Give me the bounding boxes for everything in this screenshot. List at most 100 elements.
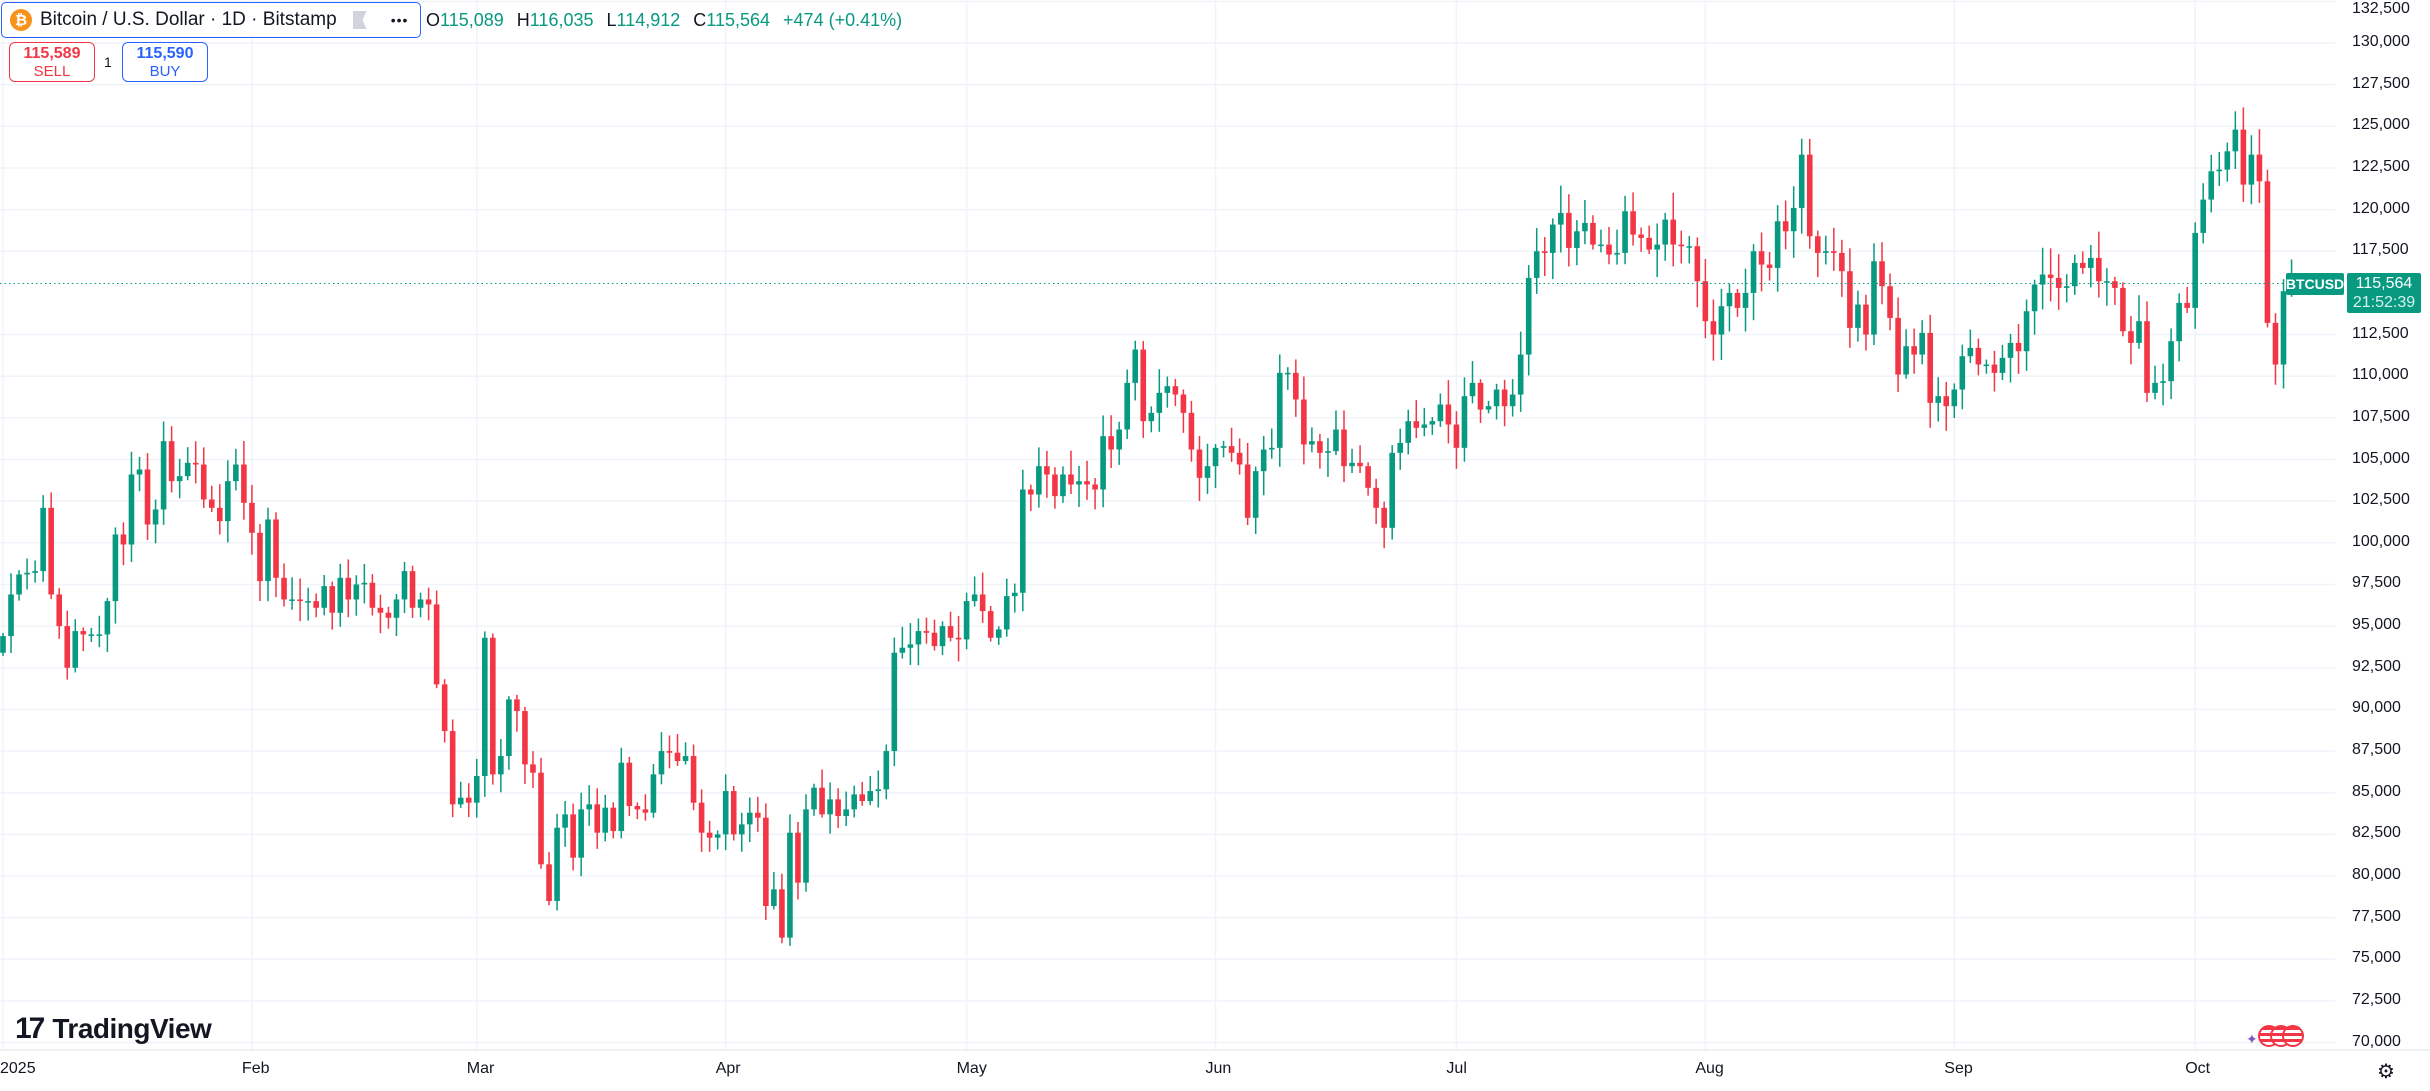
candle-body	[1887, 286, 1893, 318]
candle-body	[1437, 404, 1444, 422]
candle-body	[1999, 357, 2006, 373]
candle-body	[1381, 507, 1387, 528]
candle-body	[1558, 212, 1564, 225]
candle-body	[1750, 251, 1757, 293]
candle-body	[578, 809, 584, 858]
candle-body	[522, 711, 528, 765]
flag-icon[interactable]	[352, 11, 367, 29]
candle-body	[1790, 207, 1797, 232]
candle-body	[602, 807, 609, 833]
candle-body	[120, 534, 127, 545]
candle-body	[1541, 251, 1548, 253]
candle-body	[1895, 317, 1901, 375]
candle-body	[297, 599, 303, 602]
candle-body	[2136, 321, 2142, 343]
candle-body	[1389, 452, 1395, 528]
candle-body	[939, 626, 946, 647]
candle-body	[1341, 429, 1347, 467]
candle-body	[192, 462, 199, 465]
candle-body	[176, 476, 183, 482]
candle-body	[738, 824, 745, 835]
candle-body	[1774, 221, 1781, 268]
candle-body	[1879, 261, 1885, 287]
candle-body	[401, 571, 408, 600]
candle-body	[706, 832, 713, 838]
candle-body	[2240, 129, 2247, 185]
candle-body	[2023, 311, 2030, 352]
candle-body	[931, 632, 938, 647]
candle-body	[2047, 274, 2054, 278]
candle-body	[755, 812, 761, 818]
candle-body	[1293, 372, 1299, 400]
more-options-icon[interactable]: •••	[390, 12, 409, 28]
candle-body	[1268, 447, 1275, 450]
tradingview-logo[interactable]: 17 TradingView	[15, 1012, 212, 1046]
buy-button[interactable]: 115,590 BUY	[122, 42, 208, 82]
candle-body	[1927, 332, 1933, 403]
candle-body	[377, 607, 384, 613]
quantity[interactable]: 1	[104, 54, 112, 70]
symbol-legend[interactable]: ₿ Bitcoin / U.S. Dollar · 1D · Bitstamp …	[1, 2, 421, 38]
candle-body	[2039, 274, 2046, 285]
candle-body	[883, 751, 890, 790]
time-axis-label: Oct	[2185, 1060, 2211, 1077]
candle-body	[795, 832, 801, 883]
price-axis-label: 117,500	[2352, 241, 2409, 259]
price-axis-label: 130,000	[2352, 33, 2410, 50]
settings-gear-icon[interactable]: ⚙	[2377, 1061, 2395, 1083]
candle-body	[1726, 292, 1733, 307]
candle-body	[1003, 596, 1010, 630]
price-axis-label: 87,500	[2352, 741, 2401, 759]
candle-body	[891, 652, 898, 752]
candle-body	[843, 809, 849, 817]
price-axis-label: 82,500	[2352, 824, 2401, 842]
candle-body	[1196, 449, 1203, 478]
candle-body	[490, 637, 496, 775]
candle-body	[1244, 464, 1251, 518]
open-label: O	[426, 10, 441, 30]
price-axis-label: 122,500	[2352, 157, 2410, 175]
candle-body	[1710, 321, 1717, 335]
time-axis-label: Feb	[241, 1060, 270, 1077]
price-axis-label: 110,000	[2352, 366, 2409, 384]
price-axis-label: 95,000	[2352, 616, 2401, 634]
close-value: 115,564	[706, 10, 771, 30]
candle-body	[947, 626, 954, 638]
candle-body	[329, 586, 336, 613]
candle-body	[1164, 386, 1171, 393]
candle-body	[2104, 281, 2110, 283]
sell-button[interactable]: 115,589 SELL	[9, 42, 95, 82]
candle-body	[473, 776, 480, 803]
candle-body	[1855, 304, 1861, 328]
candle-body	[1734, 292, 1741, 308]
candle-body	[1871, 261, 1877, 335]
candle-body	[249, 502, 255, 533]
candle-body	[1188, 412, 1195, 450]
price-axis-label: 112,500	[2352, 324, 2409, 342]
candle-body	[586, 804, 592, 810]
candle-body	[208, 499, 215, 508]
candle-body	[546, 864, 552, 901]
candle-body	[393, 599, 400, 618]
candle-body	[2007, 342, 2014, 358]
candle-body	[1622, 211, 1628, 253]
candle-body	[1180, 394, 1187, 413]
candle-body	[1036, 466, 1042, 495]
candle-body	[2128, 331, 2134, 343]
time-axis-label: 2025	[0, 1060, 36, 1077]
candle-body	[385, 612, 392, 618]
candle-body	[1076, 481, 1082, 485]
candle-body	[1991, 364, 1998, 373]
symbol-price-label: BTCUSD	[2286, 273, 2344, 295]
candle-body	[273, 519, 279, 578]
price-axis-label: 120,000	[2352, 199, 2410, 217]
price-axis-label: 77,500	[2352, 907, 2401, 925]
events-icons[interactable]: ✦	[2246, 1025, 2304, 1048]
ohlc-values: O115,089 H116,035 L114,912 C115,564 +474…	[426, 10, 902, 31]
price-axis-label: 85,000	[2352, 782, 2401, 800]
candle-body	[1301, 399, 1307, 445]
symbol-title: Bitcoin / U.S. Dollar · 1D · Bitstamp	[40, 9, 337, 30]
candle-body	[1044, 466, 1050, 475]
candle-body	[64, 626, 71, 668]
